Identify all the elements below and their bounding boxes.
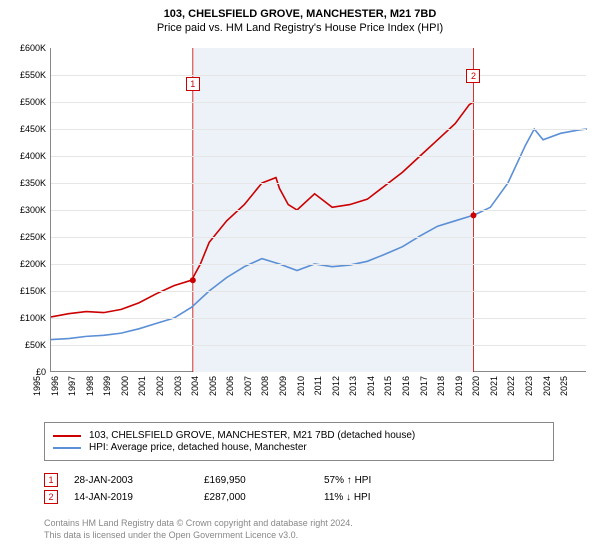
event-marker-icon: 2 — [44, 490, 58, 504]
legend-item: HPI: Average price, detached house, Manc… — [53, 442, 545, 453]
chart-marker: 2 — [466, 69, 480, 83]
y-axis-label: £150K — [8, 286, 46, 296]
gridline — [51, 129, 586, 130]
legend-swatch — [53, 447, 81, 449]
event-note: 57% ↑ HPI — [324, 475, 371, 486]
legend-item: 103, CHELSFIELD GROVE, MANCHESTER, M21 7… — [53, 430, 545, 441]
gridline — [51, 156, 586, 157]
gridline — [51, 237, 586, 238]
y-axis-label: £100K — [8, 313, 46, 323]
y-axis-label: £450K — [8, 124, 46, 134]
gridline — [51, 210, 586, 211]
gridline — [51, 75, 586, 76]
gridline — [51, 291, 586, 292]
x-axis-label: 2025 — [559, 376, 595, 396]
y-axis-label: £50K — [8, 340, 46, 350]
gridline — [51, 318, 586, 319]
y-axis-label: £500K — [8, 97, 46, 107]
plot-area: 12 — [50, 48, 586, 372]
gridline — [51, 264, 586, 265]
event-marker-icon: 1 — [44, 473, 58, 487]
y-axis-label: £200K — [8, 259, 46, 269]
event-row: 2 14-JAN-2019 £287,000 11% ↓ HPI — [44, 490, 554, 504]
gridline — [51, 183, 586, 184]
footer-attribution: Contains HM Land Registry data © Crown c… — [44, 518, 554, 541]
gridline — [51, 345, 586, 346]
event-note: 11% ↓ HPI — [324, 492, 371, 503]
y-axis-label: £300K — [8, 205, 46, 215]
legend-label: 103, CHELSFIELD GROVE, MANCHESTER, M21 7… — [89, 430, 415, 441]
event-date: 28-JAN-2003 — [74, 475, 204, 486]
legend-swatch — [53, 435, 81, 437]
y-axis-label: £550K — [8, 70, 46, 80]
event-price: £287,000 — [204, 492, 324, 503]
gridline — [51, 102, 586, 103]
y-axis-label: £250K — [8, 232, 46, 242]
event-row: 1 28-JAN-2003 £169,950 57% ↑ HPI — [44, 473, 554, 487]
y-axis-label: £600K — [8, 43, 46, 53]
series-line — [51, 129, 587, 340]
chart-container: 12 £0£50K£100K£150K£200K£250K£300K£350K£… — [8, 44, 592, 412]
chart-title-main: 103, CHELSFIELD GROVE, MANCHESTER, M21 7… — [0, 8, 600, 20]
chart-title-area: 103, CHELSFIELD GROVE, MANCHESTER, M21 7… — [0, 0, 600, 34]
chart-marker: 1 — [186, 77, 200, 91]
event-list: 1 28-JAN-2003 £169,950 57% ↑ HPI 2 14-JA… — [44, 470, 554, 507]
event-price: £169,950 — [204, 475, 324, 486]
y-axis-label: £400K — [8, 151, 46, 161]
footer-line: This data is licensed under the Open Gov… — [44, 530, 554, 542]
y-axis-label: £350K — [8, 178, 46, 188]
chart-title-sub: Price paid vs. HM Land Registry's House … — [0, 22, 600, 34]
legend-label: HPI: Average price, detached house, Manc… — [89, 442, 307, 453]
event-date: 14-JAN-2019 — [74, 492, 204, 503]
legend: 103, CHELSFIELD GROVE, MANCHESTER, M21 7… — [44, 422, 554, 461]
footer-line: Contains HM Land Registry data © Crown c… — [44, 518, 554, 530]
